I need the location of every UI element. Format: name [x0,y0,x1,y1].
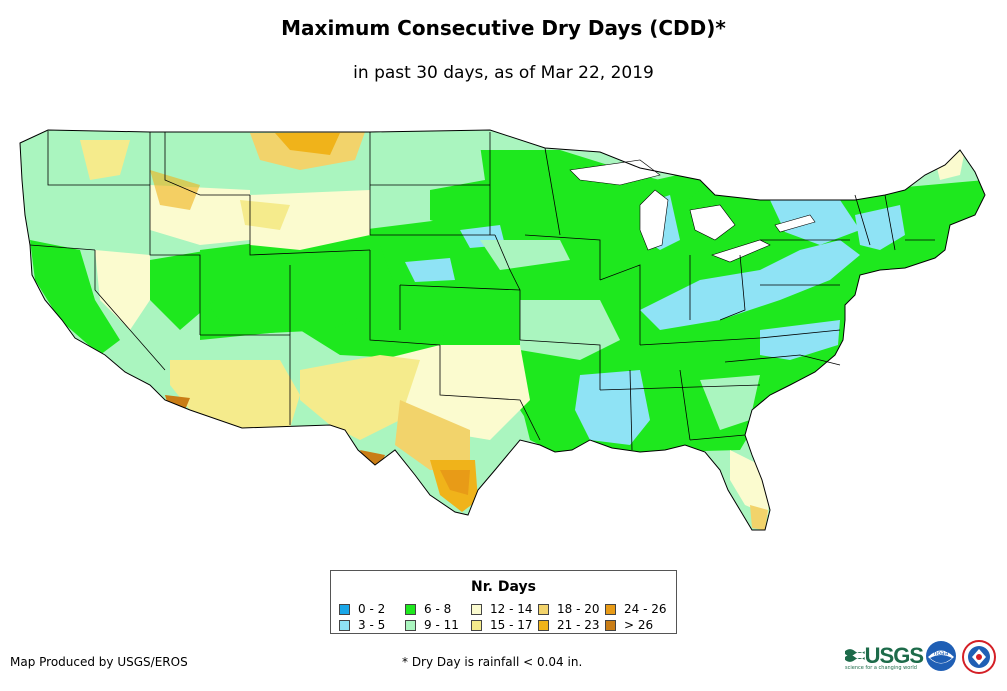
dry-day-footnote: * Dry Day is rainfall < 0.04 in. [402,655,583,669]
usgs-wave-icon [845,649,865,662]
legend-item-15-17: 15 - 17 [471,618,533,632]
legend-swatch [339,603,350,615]
legend-label: 0 - 2 [358,602,386,616]
legend-label: > 26 [624,618,654,632]
map-title: Maximum Consecutive Dry Days (CDD)* [281,16,726,40]
legend-swatch [538,619,549,631]
legend: Nr. Days 0 - 2 3 - 5 6 - 8 9 - 11 12 - 1… [330,570,677,634]
usgs-wordmark: USGS [864,643,924,668]
legend-swatch [339,619,350,631]
legend-item-gt-26: > 26 [605,618,653,632]
legend-swatch [405,619,416,631]
legend-label: 3 - 5 [358,618,386,632]
legend-item-6-8: 6 - 8 [405,602,451,616]
legend-label: 15 - 17 [490,618,533,632]
legend-swatch [538,603,549,615]
legend-swatch [471,619,482,631]
nws-logo [962,640,996,674]
legend-item-24-26: 24 - 26 [605,602,667,616]
noaa-wordmark: noaa [934,650,949,657]
legend-item-9-11: 9 - 11 [405,618,459,632]
legend-item-0-2: 0 - 2 [339,602,385,616]
legend-label: 21 - 23 [557,618,600,632]
legend-item-3-5: 3 - 5 [339,618,385,632]
noaa-logo: noaa [926,641,956,671]
state-boundaries [29,131,935,451]
legend-item-21-23: 21 - 23 [538,618,600,632]
legend-label: 24 - 26 [624,602,667,616]
legend-swatch [605,603,616,615]
great-lakes [569,159,816,263]
legend-label: 18 - 20 [557,602,600,616]
legend-label: 12 - 14 [490,602,533,616]
map-credit: Map Produced by USGS/EROS [10,655,188,669]
map-subtitle: in past 30 days, as of Mar 22, 2019 [353,63,654,83]
legend-item-12-14: 12 - 14 [471,602,533,616]
legend-swatch [405,603,416,615]
usgs-tagline: science for a changing world [845,665,917,671]
legend-item-18-20: 18 - 20 [538,602,600,616]
legend-swatch [605,619,616,631]
legend-swatch [471,603,482,615]
usgs-logo: USGS science for a changing world [845,641,924,671]
legend-label: 6 - 8 [424,602,452,616]
cdd-raster [20,130,985,530]
legend-label: 9 - 11 [424,618,459,632]
legend-title: Nr. Days [471,579,536,595]
